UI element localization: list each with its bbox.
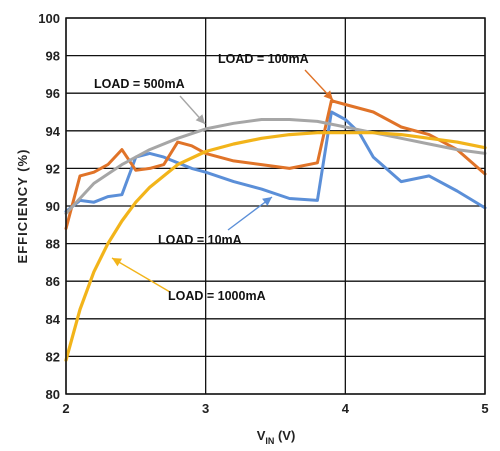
- y-tick-label: 94: [46, 124, 61, 139]
- y-tick-label: 82: [46, 349, 60, 364]
- y-tick-label: 92: [46, 161, 60, 176]
- y-tick-label: 98: [46, 49, 60, 64]
- y-tick-label: 90: [46, 199, 60, 214]
- y-tick-label: 86: [46, 274, 60, 289]
- series-line-4: [64, 131, 487, 362]
- series-label-1: LOAD = 10mA: [158, 233, 242, 247]
- x-tick-label: 5: [481, 401, 488, 416]
- x-axis-title: VIN (V): [257, 428, 296, 446]
- y-tick-label: 84: [46, 312, 61, 327]
- series-label-3: LOAD = 500mA: [94, 77, 185, 91]
- grid-layer: [65, 17, 486, 395]
- annotation-arrowhead: [262, 197, 272, 206]
- series-label-4: LOAD = 1000mA: [168, 289, 266, 303]
- annotation-arrowhead: [323, 90, 333, 100]
- annotation-arrowhead: [112, 258, 123, 267]
- x-tick-label: 3: [202, 401, 209, 416]
- series-line-2: [64, 99, 487, 231]
- x-tick-label: 4: [342, 401, 350, 416]
- annotation-layer: LOAD = 100mA LOAD = 500mA LOAD = 10mA LOAD …: [94, 52, 334, 303]
- annotation-leader: [227, 196, 273, 231]
- y-axis-title: EFFICIENCY (%): [15, 149, 30, 264]
- tick-layer: 80 82 84 86 88 90 92 94 96 98 100 2 3 4 5: [38, 11, 488, 416]
- y-tick-label: 88: [46, 237, 60, 252]
- series-label-2: LOAD = 100mA: [218, 52, 309, 66]
- x-axis-title-main: V: [257, 428, 266, 443]
- y-tick-label: 96: [46, 86, 60, 101]
- series-line-1: [64, 110, 487, 214]
- y-tick-label: 100: [38, 11, 60, 26]
- y-tick-label: 80: [46, 387, 60, 402]
- x-axis-title-unit: (V): [274, 428, 295, 443]
- annotation-arrowhead: [195, 114, 205, 124]
- annotation-leader: [111, 257, 171, 293]
- plot-frame: [65, 17, 486, 395]
- series-line-3: [64, 118, 487, 215]
- x-tick-label: 2: [62, 401, 69, 416]
- x-axis-title-sub: IN: [265, 436, 274, 446]
- series-layer: [64, 99, 487, 362]
